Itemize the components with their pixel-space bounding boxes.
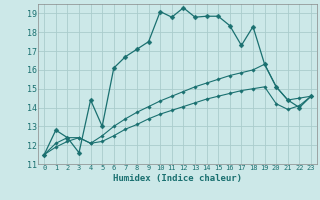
- X-axis label: Humidex (Indice chaleur): Humidex (Indice chaleur): [113, 174, 242, 183]
